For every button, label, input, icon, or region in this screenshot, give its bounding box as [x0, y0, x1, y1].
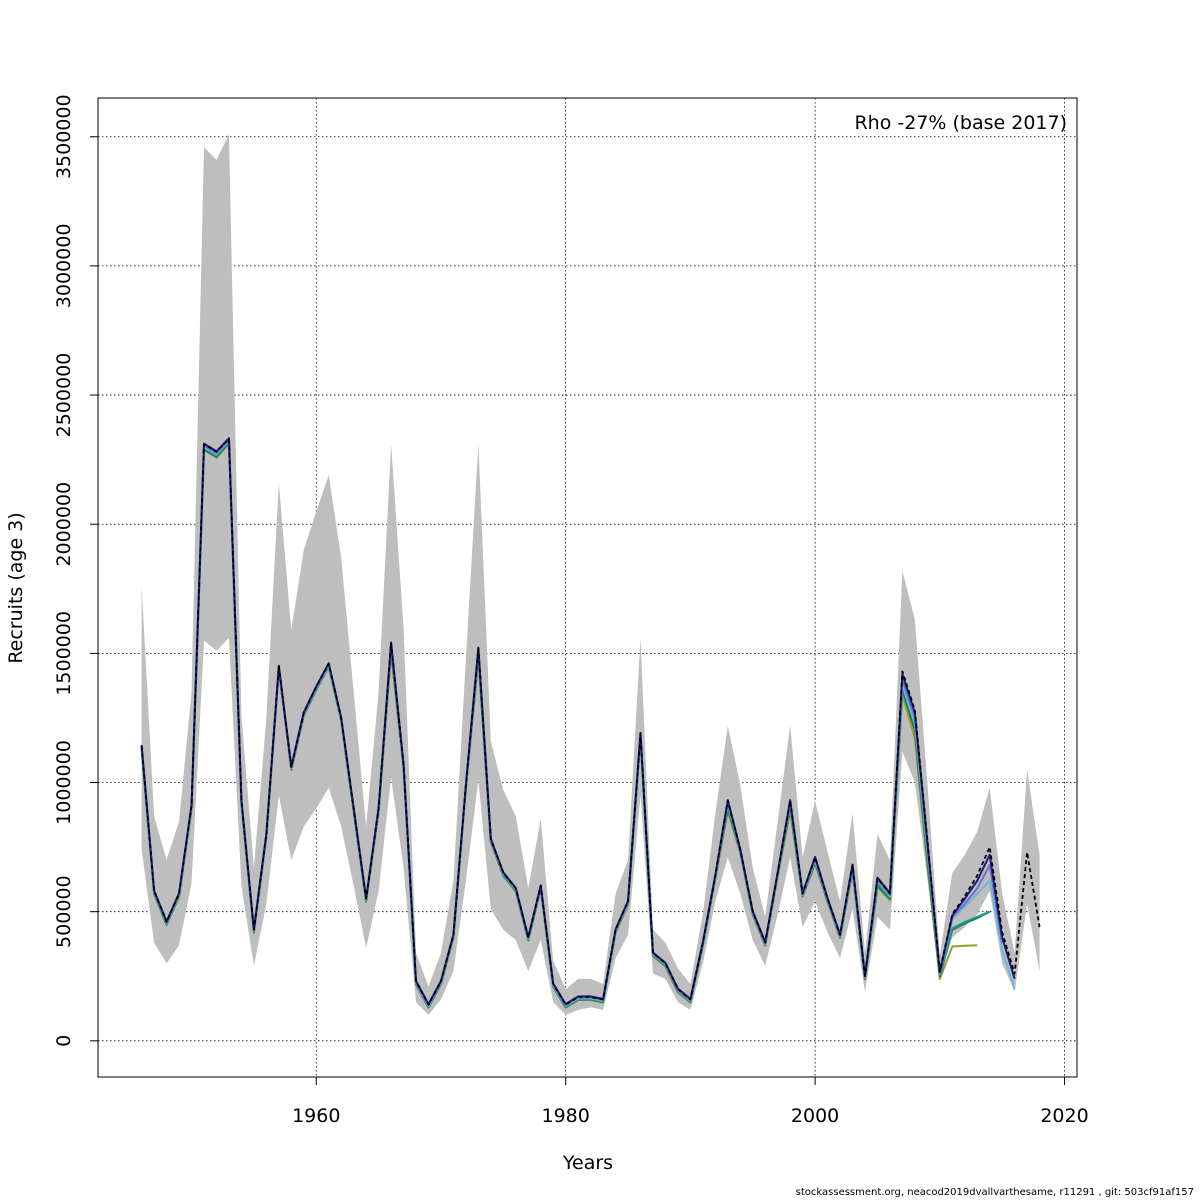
y-tick-label-3: 1500000 — [53, 611, 75, 696]
footer-caption: stockassessment.org, neacod2019dvallvart… — [795, 1187, 1194, 1198]
gridlines — [98, 98, 1077, 1077]
x-axis-title: Years — [562, 1152, 613, 1174]
y-tick-label-4: 2000000 — [53, 482, 75, 567]
y-tick-label-1: 500000 — [53, 875, 75, 948]
x-tick-label-0: 1960 — [292, 1105, 340, 1127]
plot-frame — [97, 97, 1078, 1078]
rho-annotation: Rho -27% (base 2017) — [854, 112, 1067, 134]
y-tick-label-0: 0 — [53, 1035, 75, 1047]
y-tick-label-6: 3000000 — [53, 224, 75, 309]
y-axis-title: Recruits (age 3) — [5, 512, 27, 663]
x-tick-label-1: 1980 — [541, 1105, 589, 1127]
y-tick-label-7: 3500000 — [53, 94, 75, 179]
y-tick-label-5: 2500000 — [53, 353, 75, 438]
series-line-0 — [140, 438, 1041, 1006]
x-tick-label-3: 2020 — [1040, 1105, 1088, 1127]
x-tick-label-2: 2000 — [791, 1105, 839, 1127]
x-axis: 1960 1980 2000 2020 — [292, 1077, 1089, 1127]
y-tick-label-2: 1000000 — [53, 740, 75, 825]
series-layer — [140, 437, 1041, 1009]
y-axis: 0 500000 1000000 1500000 2000000 2500000 30000… — [53, 94, 98, 1047]
